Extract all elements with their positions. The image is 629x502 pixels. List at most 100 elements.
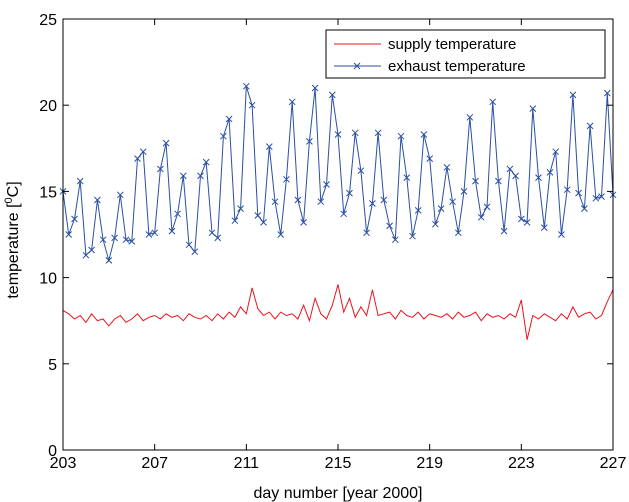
- data-point-marker: [248, 101, 256, 109]
- x-tick-label: 223: [508, 455, 535, 472]
- data-point-marker: [191, 248, 199, 256]
- y-tick-label: 10: [39, 271, 57, 288]
- data-point-marker: [300, 219, 307, 226]
- data-point-marker: [202, 158, 210, 166]
- data-point-marker: [598, 193, 605, 200]
- data-point-marker: [220, 132, 227, 140]
- data-point-marker: [500, 227, 508, 235]
- data-point-marker: [288, 98, 296, 106]
- data-point-marker: [529, 105, 537, 112]
- data-point-marker: [82, 251, 90, 259]
- data-point-marker: [105, 257, 113, 264]
- data-point-marker: [483, 203, 491, 211]
- y-tick-label: 20: [39, 98, 57, 115]
- data-point-marker: [116, 191, 124, 199]
- legend-marker-exhaust: [353, 62, 361, 70]
- legend-label-exhaust: exhaust temperature: [388, 58, 526, 75]
- y-tick-label: 5: [48, 357, 57, 374]
- y-axis-label-unit: C]: [5, 181, 22, 197]
- series-layer: [59, 82, 617, 340]
- data-point-marker: [432, 220, 439, 228]
- data-point-marker: [122, 236, 130, 244]
- data-point-marker: [260, 219, 267, 226]
- data-point-marker: [546, 169, 554, 176]
- data-point-marker: [495, 177, 502, 185]
- data-point-marker: [254, 212, 262, 219]
- y-tick-label: 0: [48, 443, 57, 460]
- x-tick-label: 203: [50, 455, 77, 472]
- y-tick-label: 25: [39, 12, 57, 29]
- data-point-marker: [558, 231, 565, 238]
- data-point-marker: [271, 198, 279, 206]
- legend: supply temperature exhaust temperature: [325, 29, 606, 79]
- data-point-marker: [323, 181, 330, 188]
- x-tick-label: 215: [325, 455, 352, 472]
- data-point-marker: [506, 165, 514, 173]
- data-point-marker: [157, 165, 164, 173]
- data-point-marker: [134, 155, 141, 162]
- data-point-marker: [581, 205, 588, 212]
- data-point-marker: [512, 172, 519, 180]
- data-point-marker: [603, 89, 611, 97]
- series-supply: [62, 284, 614, 340]
- data-point-marker: [88, 246, 95, 254]
- data-point-marker: [489, 98, 497, 106]
- legend-box: [325, 29, 606, 79]
- data-point-marker: [65, 231, 73, 238]
- data-point-marker: [357, 167, 365, 175]
- data-point-marker: [535, 174, 542, 181]
- data-point-marker: [311, 84, 319, 92]
- data-point-marker: [265, 143, 273, 150]
- data-point-marker: [197, 172, 204, 180]
- data-point-marker: [317, 198, 325, 206]
- data-point-marker: [111, 234, 118, 242]
- data-point-marker: [179, 172, 187, 180]
- data-point-marker: [472, 177, 479, 185]
- data-point-marker: [185, 241, 193, 249]
- y-tick-label: 15: [39, 184, 57, 201]
- data-point-marker: [386, 222, 393, 230]
- data-point-marker: [466, 113, 474, 121]
- data-point-marker: [162, 139, 170, 147]
- data-point-marker: [523, 219, 531, 226]
- data-point-marker: [563, 186, 571, 194]
- data-point-marker: [283, 175, 290, 183]
- data-point-marker: [237, 205, 244, 212]
- data-point-marker: [369, 200, 376, 207]
- data-point-marker: [517, 215, 525, 223]
- data-point-marker: [76, 177, 84, 185]
- ticks-layer: 203 207 211 215 219 223 227 0 5 10 15 20 25: [39, 12, 626, 472]
- data-point-marker: [294, 196, 302, 204]
- x-axis-label: day number [year 2000]: [254, 485, 423, 502]
- data-point-marker: [242, 82, 250, 90]
- y-axis-label-superscript: 0: [3, 197, 15, 203]
- y-axis-label: temperature [0C]: [3, 181, 22, 298]
- data-point-marker: [346, 189, 353, 197]
- data-point-marker: [443, 163, 451, 171]
- data-point-marker: [328, 91, 336, 99]
- data-point-marker: [374, 129, 382, 137]
- series-line: [62, 284, 614, 340]
- data-point-marker: [575, 189, 582, 197]
- data-point-marker: [351, 129, 359, 137]
- data-point-marker: [151, 229, 159, 237]
- x-tick-label: 227: [600, 455, 627, 472]
- data-point-marker: [454, 229, 462, 237]
- data-point-marker: [306, 138, 313, 145]
- data-point-marker: [94, 196, 101, 204]
- legend-label-supply: supply temperature: [388, 36, 516, 53]
- data-point-marker: [409, 232, 416, 240]
- x-tick-label: 207: [141, 455, 168, 472]
- data-point-marker: [437, 205, 445, 212]
- data-point-marker: [414, 207, 422, 214]
- data-point-marker: [231, 217, 239, 225]
- series-exhaust: [59, 82, 617, 264]
- data-point-marker: [426, 155, 434, 162]
- data-point-marker: [340, 210, 348, 218]
- data-point-marker: [477, 213, 485, 221]
- data-point-marker: [397, 132, 405, 140]
- data-point-marker: [449, 198, 456, 206]
- data-point-marker: [145, 231, 153, 238]
- data-point-marker: [208, 229, 216, 237]
